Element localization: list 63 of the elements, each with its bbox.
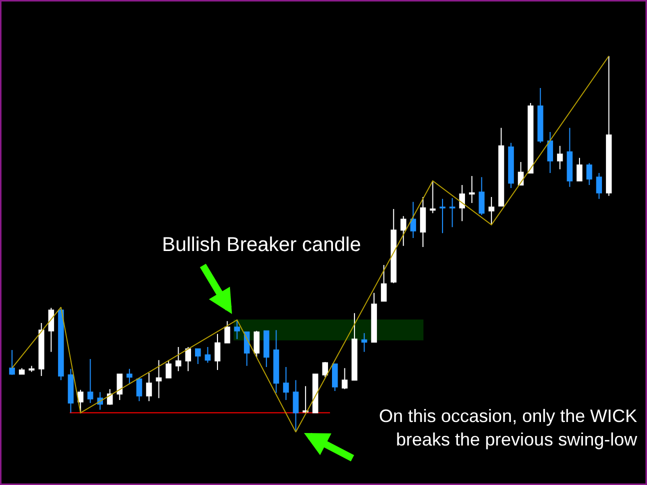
candlestick xyxy=(224,320,230,344)
candlestick xyxy=(292,380,299,432)
candlestick xyxy=(273,330,280,394)
candlestick xyxy=(195,348,201,364)
candlestick xyxy=(596,172,602,200)
candlestick xyxy=(576,157,582,182)
candlestick xyxy=(312,374,318,414)
candlestick xyxy=(352,312,358,381)
candlestick xyxy=(175,346,182,372)
candlestick xyxy=(380,264,387,302)
candlestick xyxy=(478,176,485,216)
candlestick xyxy=(371,292,377,343)
annotation: Bullish Breaker candle xyxy=(162,234,361,256)
candlestick xyxy=(106,388,113,406)
candlestick xyxy=(410,201,416,238)
candlestick xyxy=(234,319,240,340)
candlestick xyxy=(518,162,524,186)
candlestick xyxy=(430,180,436,214)
candlestick xyxy=(156,360,162,399)
candlestick xyxy=(283,366,289,401)
candlestick xyxy=(166,360,172,378)
candlestick xyxy=(116,374,123,401)
candlestick xyxy=(38,322,44,376)
candlestick xyxy=(244,331,250,366)
candlestick xyxy=(146,372,152,402)
candlestick xyxy=(528,102,534,174)
candlestick xyxy=(9,350,15,376)
candlestick xyxy=(136,377,142,402)
candlestick xyxy=(48,307,54,352)
candlestick xyxy=(185,346,192,372)
candlestick xyxy=(254,330,260,358)
candlestick xyxy=(566,127,573,188)
candlestick xyxy=(361,332,368,352)
candlestick xyxy=(390,208,396,284)
candlestick xyxy=(302,386,308,414)
candlestick xyxy=(586,162,592,186)
candlestick xyxy=(58,306,64,381)
candlestick xyxy=(420,196,426,248)
candlestick xyxy=(440,198,446,234)
candlestick xyxy=(68,368,74,414)
candlestick xyxy=(18,368,25,375)
candlestick xyxy=(449,198,456,228)
candlestick xyxy=(537,87,544,144)
candlestick xyxy=(78,389,84,414)
candlestick xyxy=(468,175,475,204)
candlestick xyxy=(557,145,563,170)
candlestick xyxy=(87,358,94,404)
candlestick xyxy=(28,365,34,372)
candlestick xyxy=(214,333,220,370)
candlestick xyxy=(488,196,494,226)
candlestick xyxy=(204,346,211,364)
candlestick xyxy=(342,368,348,390)
candlestick xyxy=(508,142,514,188)
annotation: On this occasion, only the WICK breaks the previous swing-low xyxy=(379,406,638,450)
candlestick xyxy=(332,363,338,392)
candlestick xyxy=(400,216,406,246)
candlestick xyxy=(606,56,612,196)
candlestick xyxy=(547,131,554,174)
candlestick xyxy=(264,330,270,368)
candlestick xyxy=(126,368,132,384)
candlestick xyxy=(322,362,328,378)
candlestick xyxy=(459,184,465,222)
candlestick xyxy=(498,127,504,207)
